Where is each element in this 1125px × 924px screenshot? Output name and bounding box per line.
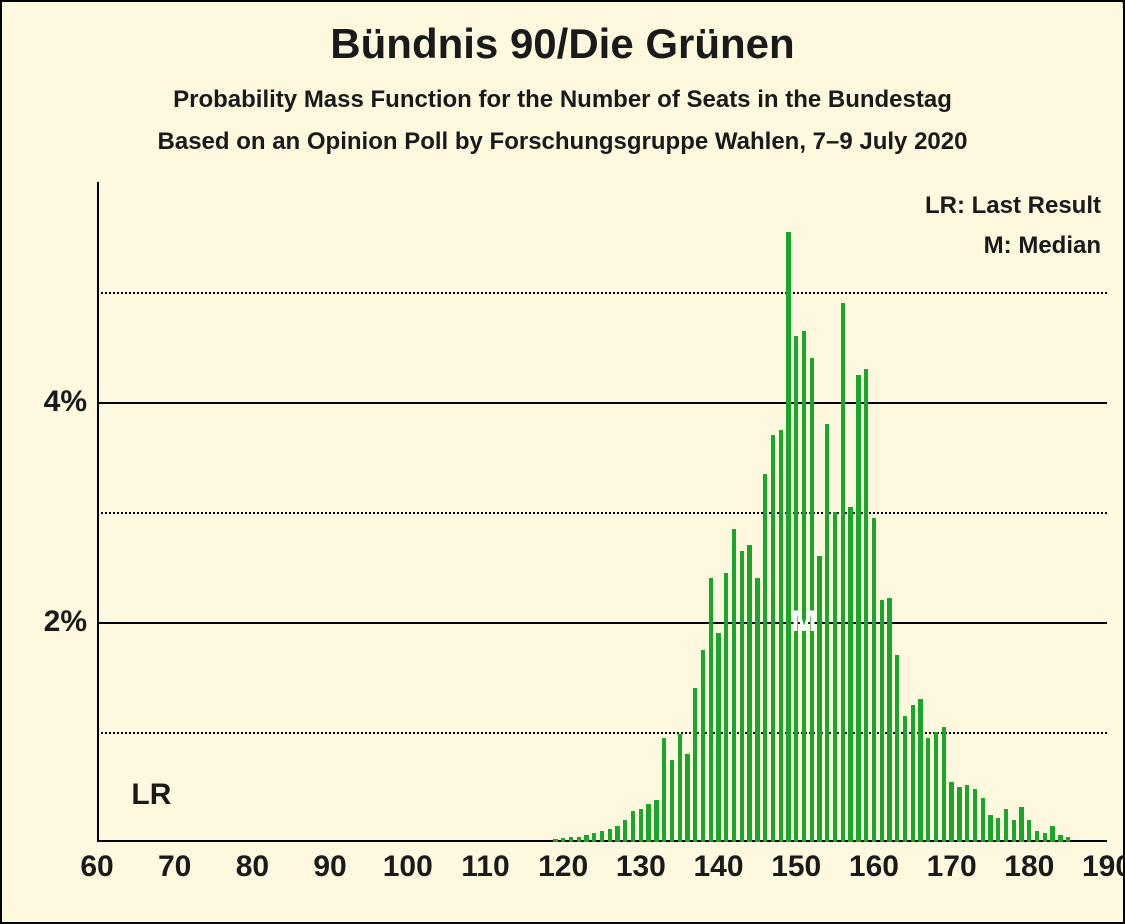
gridline-minor — [97, 512, 1107, 514]
pmf-bar — [584, 835, 588, 842]
xtick-label: 80 — [236, 842, 269, 884]
legend-median: M: Median — [984, 232, 1101, 260]
pmf-bar — [709, 578, 713, 842]
pmf-bar — [1050, 826, 1054, 843]
pmf-bar — [1012, 820, 1016, 842]
pmf-bar — [678, 734, 682, 842]
pmf-bar — [988, 815, 992, 843]
xtick-label: 70 — [158, 842, 191, 884]
plot-area: 2%4%607080901001101201301401501601701801… — [97, 182, 1107, 842]
pmf-bar — [646, 804, 650, 843]
xtick-label: 150 — [771, 842, 821, 884]
pmf-bar — [841, 303, 845, 842]
pmf-bar — [779, 430, 783, 843]
pmf-bar — [942, 727, 946, 843]
pmf-bar — [934, 732, 938, 842]
pmf-bar — [926, 738, 930, 843]
pmf-bar — [786, 232, 790, 843]
pmf-bar-chart: 2%4%607080901001101201301401501601701801… — [97, 182, 1107, 842]
ytick-label: 2% — [44, 605, 97, 639]
xtick-label: 100 — [383, 842, 433, 884]
pmf-bar — [864, 369, 868, 842]
pmf-bar — [1019, 807, 1023, 842]
pmf-bar — [639, 809, 643, 842]
pmf-bar — [1004, 809, 1008, 842]
pmf-bar — [794, 336, 798, 842]
gridline-major — [97, 402, 1107, 404]
pmf-bar — [623, 820, 627, 842]
pmf-bar — [631, 811, 635, 842]
pmf-bar — [856, 375, 860, 843]
pmf-bar — [833, 512, 837, 842]
xtick-label: 190 — [1082, 842, 1125, 884]
pmf-bar — [918, 699, 922, 842]
gridline-major — [97, 622, 1107, 624]
pmf-bar — [1058, 835, 1062, 842]
chart-subtitle-1: Probability Mass Function for the Number… — [2, 86, 1123, 114]
pmf-bar — [615, 826, 619, 843]
ytick-label: 4% — [44, 385, 97, 419]
xtick-label: 60 — [80, 842, 113, 884]
pmf-bar — [608, 829, 612, 842]
pmf-bar — [724, 573, 728, 843]
pmf-bar — [732, 529, 736, 843]
pmf-bar — [872, 518, 876, 843]
pmf-bar — [949, 782, 953, 843]
xtick-label: 140 — [694, 842, 744, 884]
copyright-text: © 2020 Filip van Laenen — [1119, 0, 1125, 8]
pmf-bar — [600, 831, 604, 842]
lr-marker: LR — [131, 778, 171, 812]
xtick-label: 170 — [927, 842, 977, 884]
pmf-bar — [973, 789, 977, 842]
xtick-label: 160 — [849, 842, 899, 884]
pmf-bar — [965, 785, 969, 842]
pmf-bar — [693, 688, 697, 842]
xtick-label: 130 — [616, 842, 666, 884]
pmf-bar — [592, 833, 596, 842]
pmf-bar — [685, 754, 689, 842]
xtick-label: 180 — [1004, 842, 1054, 884]
pmf-bar — [1027, 820, 1031, 842]
pmf-bar — [880, 600, 884, 842]
pmf-bar — [747, 545, 751, 842]
pmf-bar — [763, 474, 767, 843]
pmf-bar — [716, 633, 720, 842]
gridline-minor — [97, 292, 1107, 294]
pmf-bar — [996, 818, 1000, 842]
pmf-bar — [740, 551, 744, 843]
xtick-label: 110 — [461, 842, 509, 884]
pmf-bar — [957, 787, 961, 842]
pmf-bar — [817, 556, 821, 842]
xtick-label: 90 — [313, 842, 346, 884]
xtick-label: 120 — [538, 842, 588, 884]
pmf-bar — [1043, 833, 1047, 842]
pmf-bar — [903, 716, 907, 843]
pmf-bar — [848, 507, 852, 843]
pmf-bar — [895, 655, 899, 842]
legend-lr: LR: Last Result — [925, 192, 1101, 220]
pmf-bar — [701, 650, 705, 843]
pmf-bar — [771, 435, 775, 842]
pmf-bar — [670, 760, 674, 843]
pmf-bar — [825, 424, 829, 842]
pmf-bar — [911, 705, 915, 843]
chart-title: Bündnis 90/Die Grünen — [2, 2, 1123, 68]
chart-subtitle-2: Based on an Opinion Poll by Forschungsgr… — [2, 128, 1123, 156]
pmf-bar — [1066, 837, 1070, 843]
gridline-minor — [97, 732, 1107, 734]
pmf-bar — [802, 331, 806, 843]
pmf-bar — [810, 358, 814, 842]
pmf-bar — [654, 800, 658, 842]
pmf-bar — [755, 578, 759, 842]
pmf-bar — [981, 798, 985, 842]
pmf-bar — [662, 738, 666, 843]
pmf-bar — [1035, 831, 1039, 842]
pmf-bar — [887, 598, 891, 842]
